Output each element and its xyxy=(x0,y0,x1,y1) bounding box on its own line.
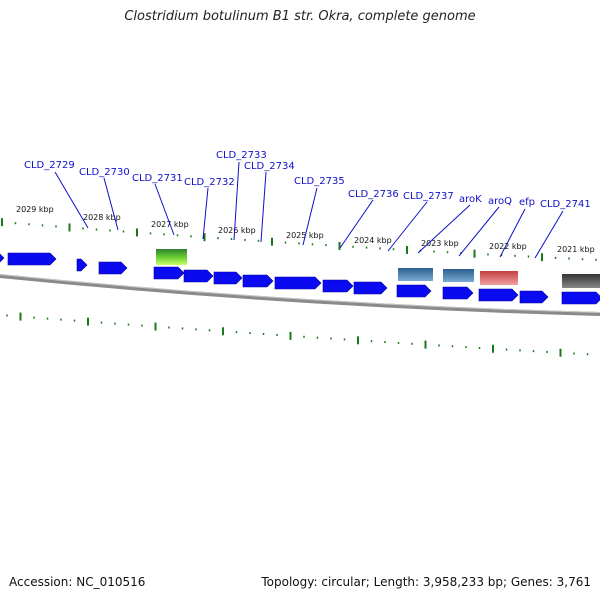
highlight-arok-gene[interactable] xyxy=(398,268,433,281)
ruler-label-2021: 2021 kbp xyxy=(557,245,595,254)
gene-label-efp[interactable]: efp xyxy=(519,197,535,208)
highlight-aroq-gene[interactable] xyxy=(443,269,474,282)
inner-ruler xyxy=(6,312,589,357)
ruler-label-2024: 2024 kbp xyxy=(354,236,392,245)
gene-arrow[interactable] xyxy=(213,271,243,285)
gene-arrow[interactable] xyxy=(561,291,600,305)
gene-arrow[interactable] xyxy=(396,284,432,298)
gene-arrow[interactable] xyxy=(322,279,354,293)
highlight-cld-2741-gene[interactable] xyxy=(562,274,600,288)
gene-label-cld-2729[interactable]: CLD_2729 xyxy=(24,160,75,171)
genome-backbone xyxy=(0,274,600,316)
gene-arrow[interactable] xyxy=(153,266,185,280)
highlighted-genes xyxy=(156,249,600,288)
ruler-label-2023: 2023 kbp xyxy=(421,239,459,248)
ruler-label-2022: 2022 kbp xyxy=(489,242,527,251)
ruler-label-2028: 2028 kbp xyxy=(83,213,121,222)
highlight-efp-gene[interactable] xyxy=(480,271,518,285)
gene-arrow[interactable] xyxy=(274,276,322,290)
gene-label-arok[interactable]: aroK xyxy=(459,194,482,205)
gene-arrow[interactable] xyxy=(7,252,57,266)
gene-arrow[interactable] xyxy=(242,274,274,288)
gene-label-cld-2734[interactable]: CLD_2734 xyxy=(244,161,295,172)
gene-arrow[interactable] xyxy=(98,261,128,275)
gene-label-cld-2737[interactable]: CLD_2737 xyxy=(403,191,454,202)
gene-label-cld-2741[interactable]: CLD_2741 xyxy=(540,199,591,210)
gene-arrow[interactable] xyxy=(478,288,519,302)
outer-ruler xyxy=(1,218,597,262)
gene-arrow[interactable] xyxy=(353,281,388,295)
gene-label-cld-2732[interactable]: CLD_2732 xyxy=(184,177,235,188)
map-title: Clostridium botulinum B1 str. Okra, comp… xyxy=(124,9,476,24)
accession-text: Accession: NC_010516 xyxy=(9,575,146,589)
gene-label-cld-2731[interactable]: CLD_2731 xyxy=(132,173,183,184)
highlight-green-gene[interactable] xyxy=(156,249,187,265)
gene-arrow[interactable] xyxy=(0,252,5,264)
ruler-label-2026: 2026 kbp xyxy=(218,226,256,235)
genome-backbone-highlight xyxy=(0,274,600,313)
gene-label-cld-2735[interactable]: CLD_2735 xyxy=(294,176,345,187)
gene-arrow[interactable] xyxy=(183,269,214,283)
gene-arrow[interactable] xyxy=(442,286,474,300)
genome-summary-text: Topology: circular; Length: 3,958,233 bp… xyxy=(261,575,591,589)
gene-label-cld-2736[interactable]: CLD_2736 xyxy=(348,189,399,200)
gene-track xyxy=(0,252,600,305)
gene-label-cld-2733[interactable]: CLD_2733 xyxy=(216,150,267,161)
gene-arrow[interactable] xyxy=(519,290,549,304)
gene-label-aroq[interactable]: aroQ xyxy=(488,196,512,207)
ruler-label-2029: 2029 kbp xyxy=(16,205,54,214)
gene-arrow[interactable] xyxy=(76,258,88,272)
gene-label-cld-2730[interactable]: CLD_2730 xyxy=(79,167,130,178)
